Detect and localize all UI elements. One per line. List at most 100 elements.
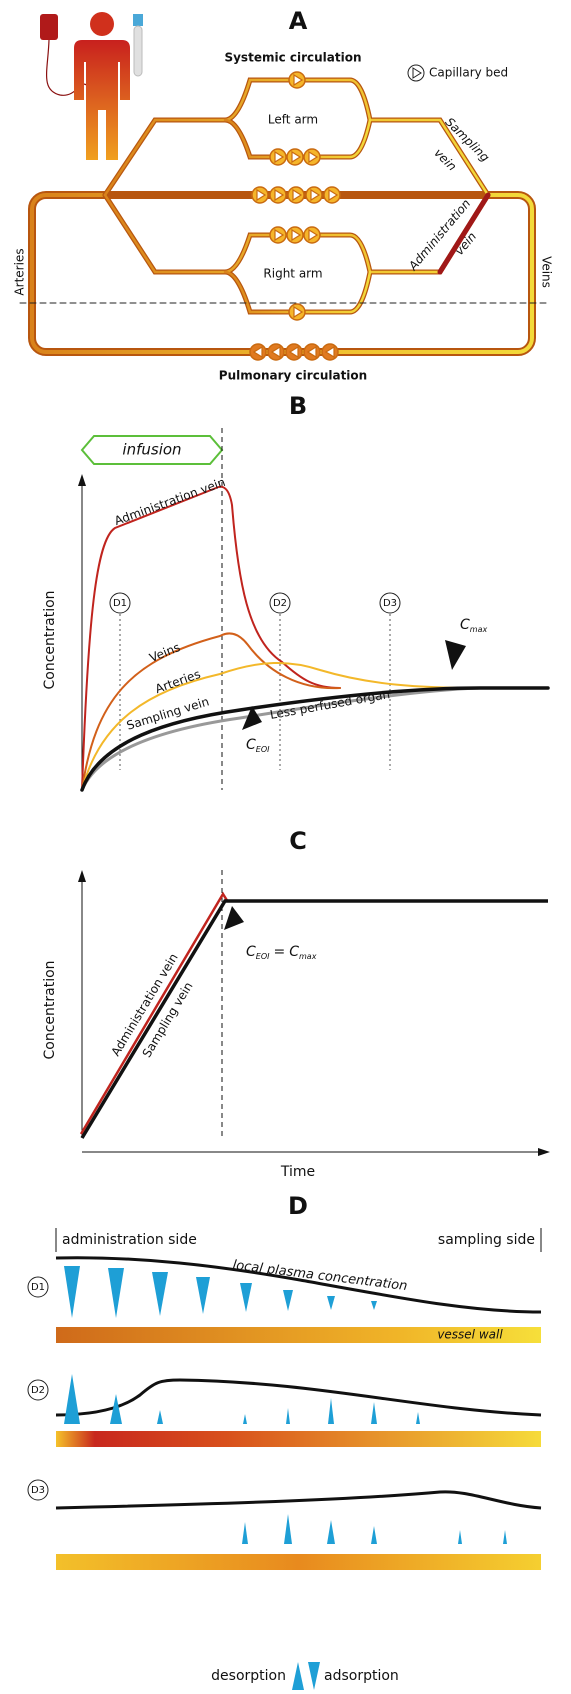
panel-label: A <box>289 7 308 35</box>
panel-b: B infusion D1 D2 D3 Cmax CEOI Administra… <box>42 392 548 790</box>
text-part: EOI <box>256 745 270 754</box>
label: vein <box>431 146 459 174</box>
markers-shape <box>445 640 466 670</box>
curves <box>81 894 548 1138</box>
row-shape <box>157 1410 163 1424</box>
row-shape <box>64 1266 80 1318</box>
row-shape <box>327 1296 335 1310</box>
panel-d: D administration side sampling side D1 l… <box>28 1192 541 1690</box>
person-icon-shape <box>90 12 114 36</box>
row-shape <box>242 1522 248 1544</box>
side-label: administration side <box>62 1232 197 1248</box>
legend-label: Capillary bed <box>429 66 508 80</box>
text-part: C <box>246 944 256 960</box>
label: Arteries <box>13 248 27 295</box>
axes-shape <box>78 870 86 882</box>
capillary-beds-shape <box>268 344 284 360</box>
curves-shape <box>82 901 548 1138</box>
capillary-beds-shape <box>287 149 303 165</box>
person-icon-shape <box>40 14 58 40</box>
person-icon-shape <box>133 14 143 26</box>
panel-label: C <box>289 827 307 855</box>
row-shape <box>458 1530 462 1544</box>
label: Systemic circulation <box>224 51 361 65</box>
row-shape <box>371 1526 377 1544</box>
curve-label: Less perfused organ <box>269 687 391 722</box>
panel-a: A <box>13 7 554 383</box>
row-shape <box>328 1398 334 1424</box>
capillary-beds-shape <box>408 65 424 81</box>
axes-shape <box>78 474 86 486</box>
side-label: sampling side <box>438 1232 535 1248</box>
text-part: C <box>289 944 299 960</box>
legend-shape <box>308 1662 320 1690</box>
person-icon-shape <box>74 40 130 160</box>
text-part: EOI <box>256 952 270 961</box>
capillary-beds-shape <box>289 304 305 320</box>
row-shape <box>503 1530 507 1544</box>
capillary-beds-shape <box>270 227 286 243</box>
label: Right arm <box>263 267 322 281</box>
row-shape <box>284 1514 292 1544</box>
capillary-beds-shape <box>304 227 320 243</box>
row <box>56 1492 541 1570</box>
axes-shape <box>538 1148 550 1156</box>
curve-label: local plasma concentration <box>232 1258 408 1294</box>
panel-label: B <box>289 392 307 420</box>
label: Left arm <box>268 113 318 127</box>
capillary-beds-shape <box>286 344 302 360</box>
axis-label: Concentration <box>42 590 58 689</box>
figure: A <box>0 0 571 1694</box>
content: A <box>13 7 554 1690</box>
row-shape <box>371 1301 377 1310</box>
row-shape <box>416 1412 420 1424</box>
row-shape <box>56 1380 541 1415</box>
row-label: D3 <box>31 1485 45 1496</box>
row-shape <box>240 1283 252 1312</box>
capillary-beds-shape <box>270 187 286 203</box>
row-shape <box>327 1520 335 1544</box>
capillary-beds-shape <box>270 149 286 165</box>
person-icon <box>40 12 143 160</box>
vessels-shape-shape <box>105 80 488 195</box>
page: Figure {"panel_a": {"label": "A", "syste… <box>0 0 571 1694</box>
marker <box>224 906 244 930</box>
capillary-beds-shape <box>288 187 304 203</box>
capillary-beds-shape <box>289 72 305 88</box>
axis-label: Concentration <box>42 960 58 1059</box>
row-label: D2 <box>31 1385 45 1396</box>
curve-label: Veins <box>147 640 182 665</box>
row-shape <box>196 1277 210 1314</box>
label: vein <box>452 229 479 257</box>
row-shape <box>243 1414 247 1424</box>
legend-label: desorption <box>211 1668 286 1684</box>
text-part: max <box>299 952 317 961</box>
marker-label: D2 <box>273 598 287 609</box>
row-shape <box>64 1374 80 1424</box>
legend-label: adsorption <box>324 1668 399 1684</box>
capillary-beds-shape <box>304 149 320 165</box>
c-eoi: CEOI <box>246 737 270 754</box>
panel-c: C CEOI=Cmax Administration vein Sampling… <box>42 827 550 1180</box>
label: infusion <box>122 441 181 459</box>
label: Pulmonary circulation <box>219 369 367 383</box>
row-shape <box>108 1268 124 1318</box>
wall-label: vessel wall <box>437 1328 503 1342</box>
vessels-shape-shape <box>105 80 488 195</box>
capillary-beds-shape <box>324 187 340 203</box>
row <box>56 1374 541 1447</box>
text-part: C <box>460 617 470 633</box>
capillary-beds-shape <box>250 344 266 360</box>
panel-label: D <box>288 1192 308 1220</box>
capillary-beds-shape <box>252 187 268 203</box>
capillary-beds-shape <box>322 344 338 360</box>
marker-label: D3 <box>383 598 397 609</box>
row-shape <box>56 1431 541 1447</box>
text-part: C <box>246 737 256 753</box>
curves <box>82 487 548 790</box>
person-icon-shape <box>134 26 142 76</box>
axis-label: Time <box>280 1164 315 1180</box>
axes <box>78 870 550 1156</box>
row-shape <box>286 1408 290 1424</box>
row-shape <box>371 1402 377 1424</box>
